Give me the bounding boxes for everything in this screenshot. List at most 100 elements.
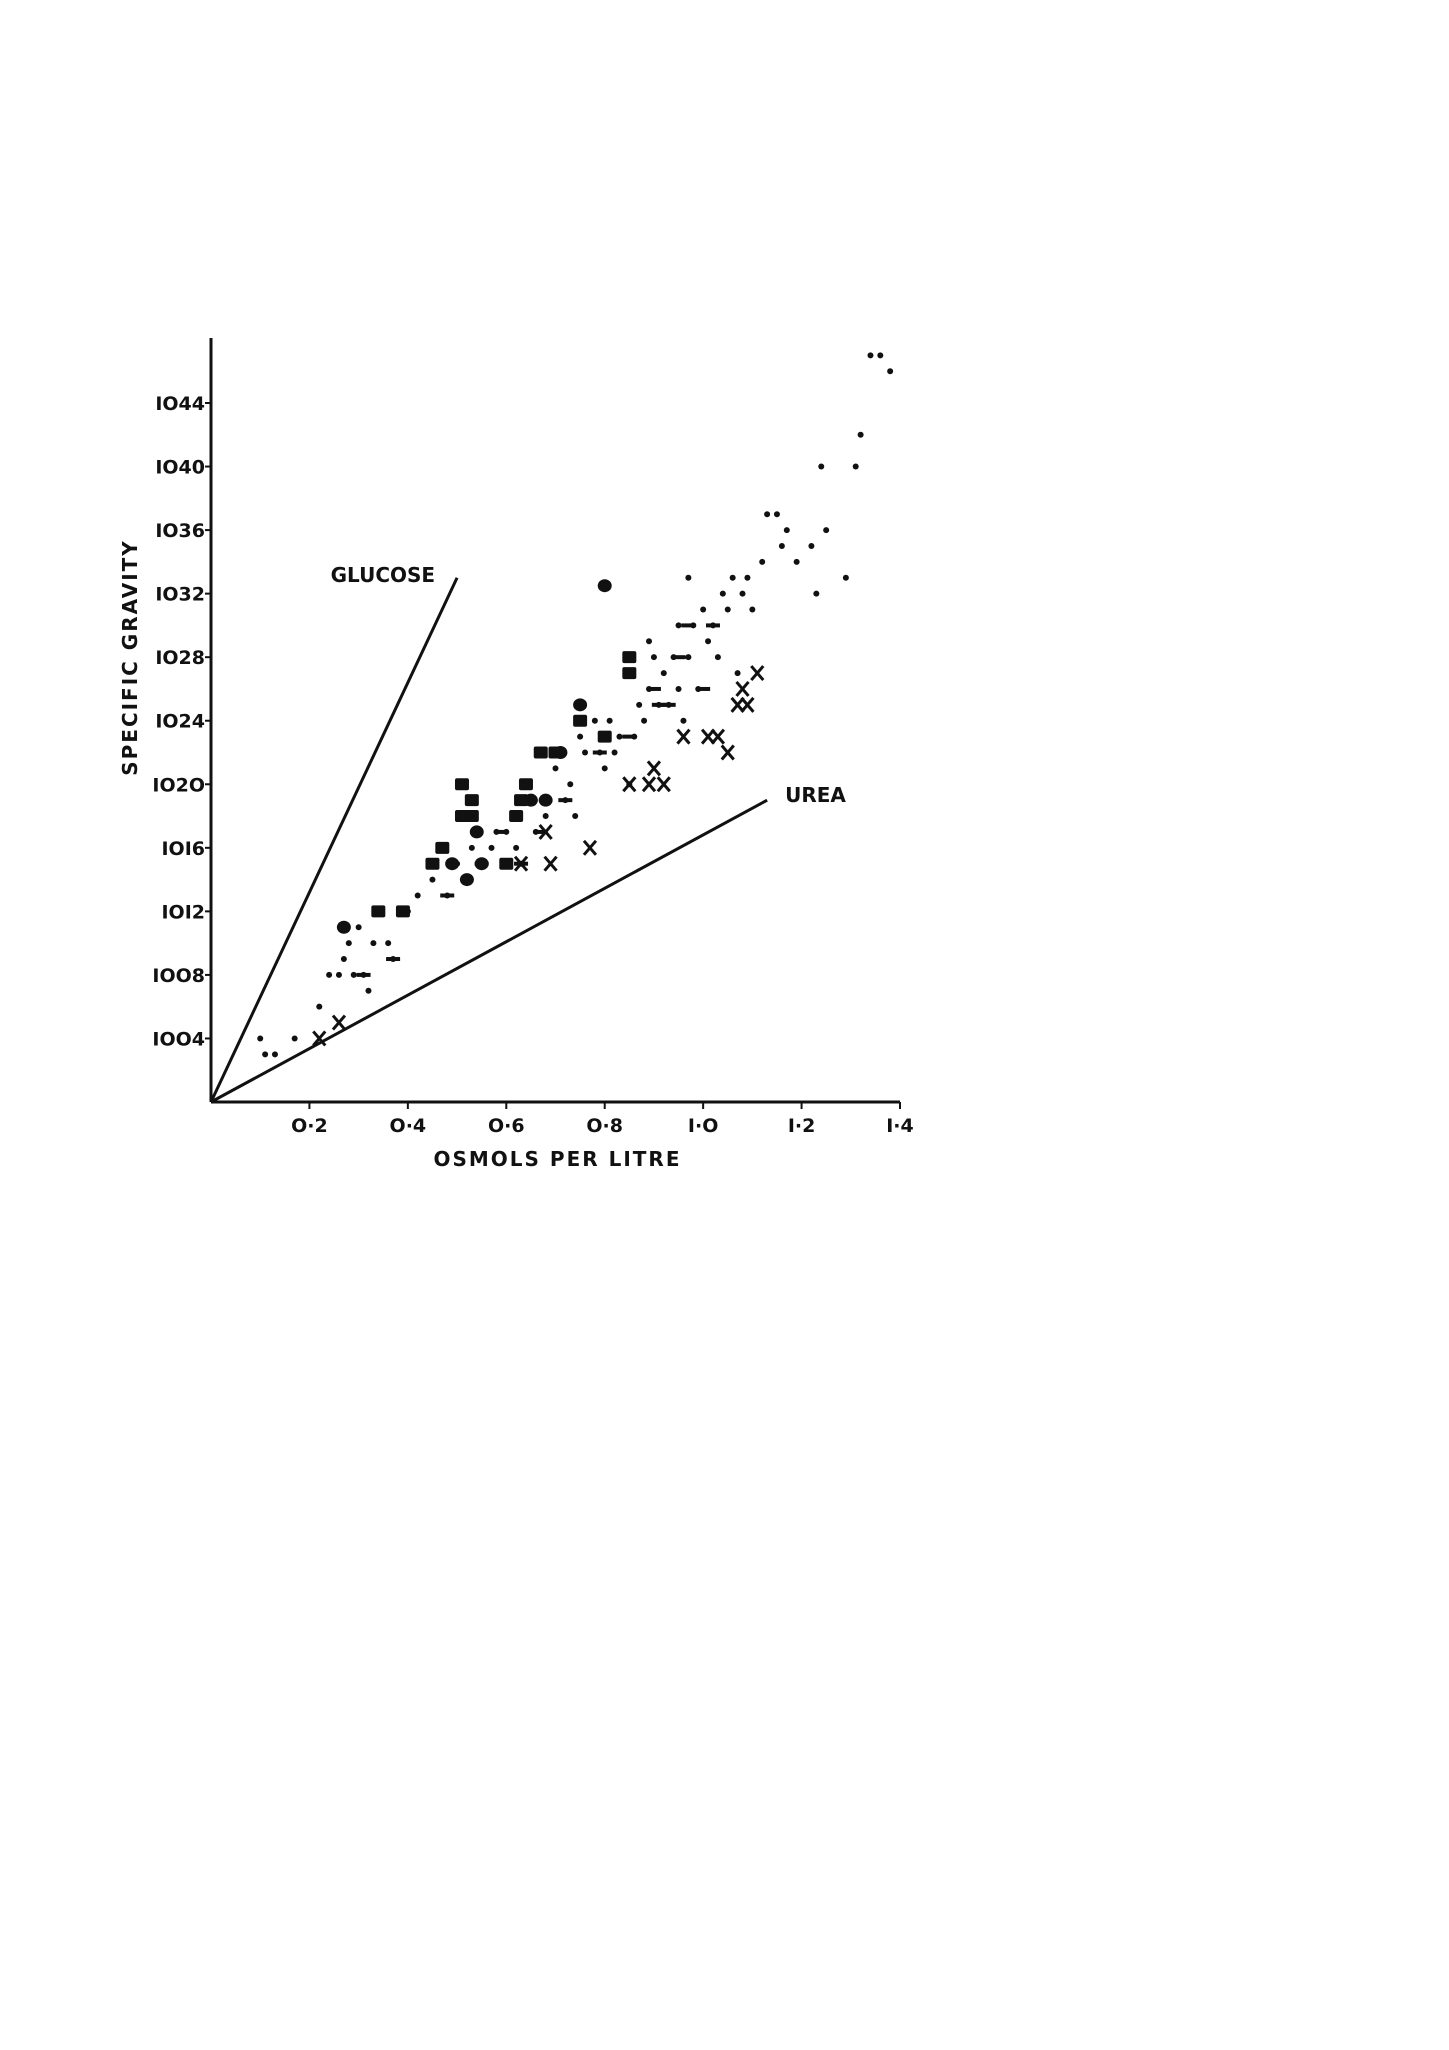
data-point-cross: [646, 760, 662, 777]
reference-lines: GLUCOSE UREA: [209, 563, 846, 1104]
data-point-small-dot: [385, 940, 392, 947]
x-axis-title: OSMOLS PER LITRE: [434, 1147, 682, 1171]
data-point-small-dot: [316, 1003, 323, 1010]
data-point-dash: [386, 957, 401, 962]
data-point-small-dot: [468, 844, 475, 851]
data-point-small-dot: [326, 971, 333, 978]
x-tick-label: I·2: [788, 1115, 816, 1137]
data-point-small-dot: [646, 638, 653, 645]
data-point-small-dot: [660, 670, 667, 677]
data-point-square: [464, 794, 479, 807]
x-tick-label: O·6: [488, 1115, 525, 1137]
data-point-cross: [740, 696, 755, 713]
data-point-large-dot: [445, 857, 460, 871]
data-point-small-dot: [641, 717, 648, 724]
data-point-square: [597, 730, 612, 743]
data-point-small-dot: [370, 940, 377, 947]
data-point-small-dot: [601, 765, 608, 772]
data-point-small-dot: [818, 463, 825, 470]
data-point-square: [499, 857, 514, 870]
data-point-cross: [710, 728, 726, 745]
data-point-large-dot: [336, 920, 351, 934]
data-point-dash: [494, 829, 509, 834]
data-point-small-dot: [582, 749, 589, 756]
data-point-small-dot: [842, 574, 849, 581]
data-point-small-dot: [739, 590, 746, 597]
data-point-square: [573, 714, 588, 727]
data-point-large-dot: [469, 825, 484, 839]
data-point-small-dot: [611, 749, 618, 756]
data-point-small-dot: [724, 606, 731, 613]
data-point-small-dot: [577, 733, 584, 740]
data-point-small-dot: [616, 733, 623, 740]
data-point-small-dot: [778, 542, 785, 549]
y-tick-label: IO24: [155, 711, 205, 733]
data-point-cross: [720, 744, 735, 761]
x-tick-label: I·4: [886, 1115, 914, 1137]
y-tick-label: IOI6: [161, 838, 205, 860]
data-point-cross: [676, 728, 691, 745]
data-point-small-dot: [606, 717, 613, 724]
data-point-small-dot: [867, 352, 874, 359]
urea-label: UREA: [785, 783, 846, 807]
data-point-cross: [656, 776, 671, 793]
data-point-small-dot: [350, 971, 357, 978]
data-point-cross: [641, 776, 657, 793]
data-point-small-dot: [744, 574, 751, 581]
data-point-small-dot: [257, 1035, 264, 1042]
data-point-large-dot: [538, 793, 553, 807]
y-tick-label: IO40: [155, 457, 205, 479]
glucose-line: [209, 577, 459, 1103]
y-tick-label: IO44: [155, 393, 205, 415]
data-point-square: [548, 746, 563, 759]
data-point-small-dot: [291, 1035, 298, 1042]
y-tick-label: IOO4: [152, 1028, 205, 1050]
data-point-small-dot: [271, 1051, 278, 1058]
data-point-small-dot: [808, 542, 815, 549]
tick-labels: O·2 O·4 O·6 O·8 I·O I·2 I·4 IOO4 IOO8 IOI2 IOI6 IO2…: [152, 393, 913, 1137]
data-point-square: [371, 905, 386, 918]
data-point-cross: [538, 823, 553, 840]
data-point-dash: [671, 655, 686, 660]
data-point-small-dot: [429, 876, 436, 883]
data-point-small-dot: [675, 685, 682, 692]
data-point-small-dot: [488, 844, 495, 851]
urea-line: [210, 798, 768, 1104]
data-point-large-dot: [573, 698, 588, 712]
data-point-small-dot: [877, 352, 884, 359]
data-point-small-dot: [764, 511, 771, 518]
data-point-dash: [558, 798, 573, 803]
data-point-cross: [735, 680, 750, 697]
data-points: [257, 352, 894, 1058]
data-point-small-dot: [759, 558, 766, 565]
data-point-square: [533, 746, 548, 759]
data-point-large-dot: [459, 873, 474, 887]
x-tick-label: I·O: [688, 1115, 718, 1137]
x-tick-label: O·8: [586, 1115, 623, 1137]
data-point-small-dot: [685, 574, 692, 581]
data-point-small-dot: [355, 924, 362, 931]
data-point-square: [395, 905, 410, 918]
data-point-small-dot: [823, 527, 830, 534]
data-point-small-dot: [513, 844, 520, 851]
x-tick-label: O·4: [390, 1115, 427, 1137]
data-point-dash: [651, 702, 666, 707]
data-point-square: [622, 651, 637, 664]
data-point-small-dot: [414, 892, 421, 899]
data-point-small-dot: [749, 606, 756, 613]
y-tick-label: IOI2: [161, 901, 205, 923]
data-point-small-dot: [636, 701, 643, 708]
data-point-small-dot: [857, 431, 864, 438]
data-point-dash: [646, 686, 661, 691]
data-point-square: [622, 667, 637, 680]
data-point-cross: [312, 1030, 327, 1047]
data-point-small-dot: [705, 638, 712, 645]
data-point-square: [464, 810, 479, 823]
data-point-small-dot: [572, 813, 579, 820]
data-point-small-dot: [685, 654, 692, 661]
data-point-cross: [513, 855, 529, 872]
data-point-small-dot: [734, 670, 741, 677]
data-point-small-dot: [552, 765, 559, 772]
data-point-square: [509, 810, 524, 823]
